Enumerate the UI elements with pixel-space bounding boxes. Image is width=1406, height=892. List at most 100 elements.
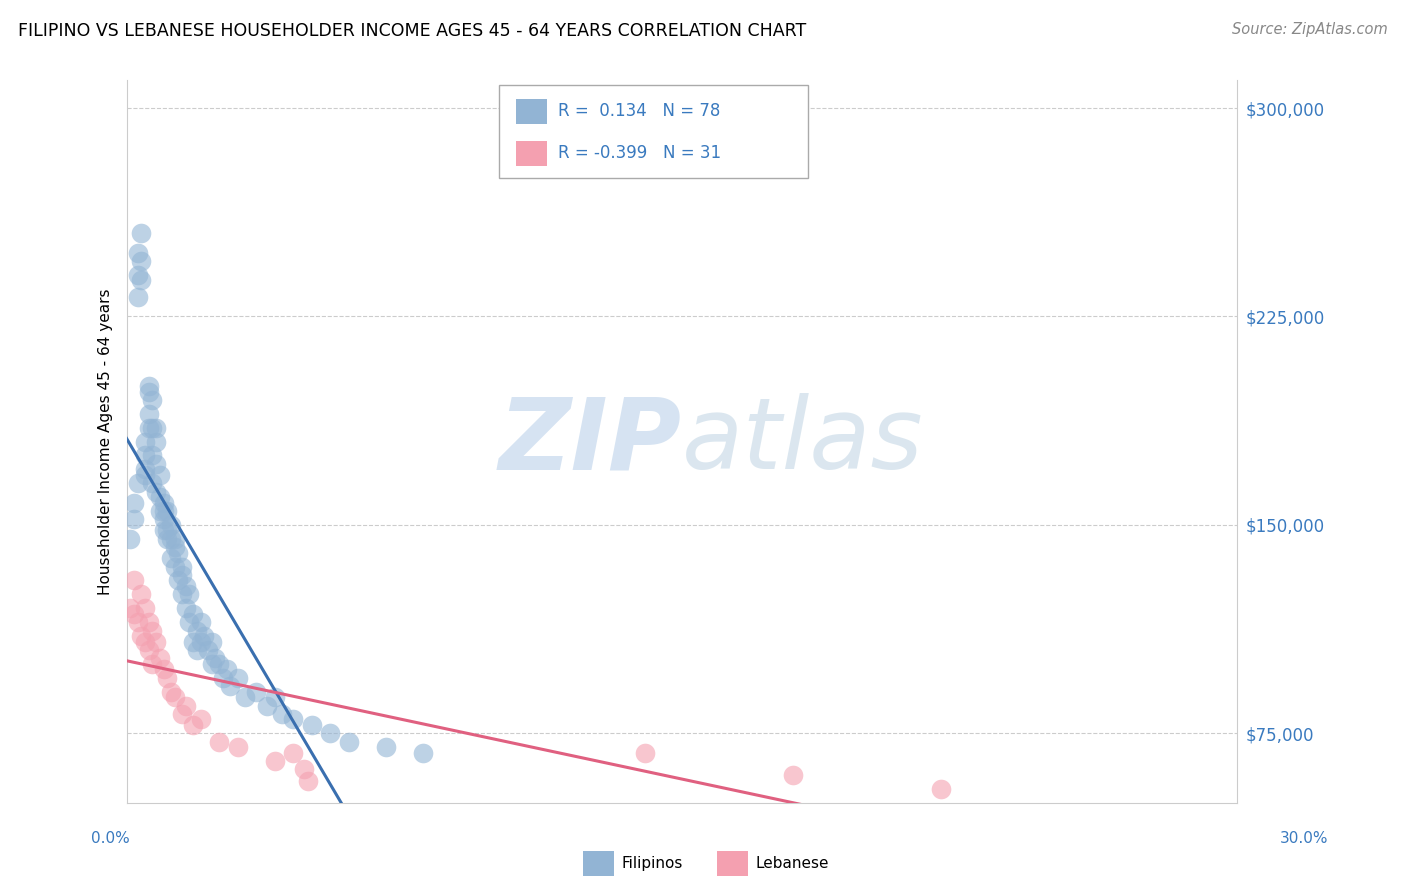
Point	[122, 512, 145, 526]
Point	[172, 587, 194, 601]
Point	[122, 574, 145, 588]
Point	[174, 579, 197, 593]
Point	[134, 601, 156, 615]
Point	[179, 587, 201, 601]
Point	[245, 684, 267, 698]
Text: atlas: atlas	[682, 393, 924, 490]
Point	[156, 671, 179, 685]
Point	[193, 629, 215, 643]
Point	[134, 434, 156, 449]
Text: R =  0.134   N = 78: R = 0.134 N = 78	[558, 103, 720, 120]
Point	[782, 768, 804, 782]
Point	[374, 740, 396, 755]
Point	[263, 690, 285, 705]
Point	[138, 384, 160, 399]
Point	[412, 746, 434, 760]
Point	[160, 517, 183, 532]
Point	[167, 574, 190, 588]
Point	[141, 476, 163, 491]
Text: R = -0.399   N = 31: R = -0.399 N = 31	[558, 145, 721, 162]
Point	[160, 551, 183, 566]
Point	[141, 449, 163, 463]
Text: Source: ZipAtlas.com: Source: ZipAtlas.com	[1232, 22, 1388, 37]
Text: 30.0%: 30.0%	[1281, 831, 1329, 846]
Point	[131, 273, 153, 287]
Point	[156, 532, 179, 546]
Point	[204, 651, 226, 665]
Point	[141, 657, 163, 671]
Point	[131, 629, 153, 643]
Point	[190, 634, 212, 648]
Point	[263, 754, 285, 768]
Point	[201, 657, 224, 671]
Point	[634, 746, 657, 760]
Point	[131, 253, 153, 268]
Point	[156, 524, 179, 538]
Point	[141, 624, 163, 638]
Point	[145, 634, 167, 648]
Point	[120, 532, 142, 546]
Point	[149, 504, 172, 518]
Point	[120, 601, 142, 615]
Point	[163, 559, 186, 574]
Point	[134, 462, 156, 476]
Point	[131, 587, 153, 601]
Point	[134, 634, 156, 648]
Point	[138, 420, 160, 434]
Point	[172, 706, 194, 721]
Point	[181, 634, 204, 648]
Point	[337, 734, 360, 748]
Point	[233, 690, 256, 705]
Point	[211, 671, 233, 685]
Point	[163, 690, 186, 705]
Point	[127, 245, 149, 260]
Point	[281, 746, 304, 760]
Point	[149, 490, 172, 504]
Point	[145, 420, 167, 434]
Point	[190, 615, 212, 630]
Point	[226, 740, 249, 755]
Point	[156, 504, 179, 518]
Point	[141, 420, 163, 434]
Point	[145, 434, 167, 449]
Point	[127, 290, 149, 304]
Point	[152, 524, 174, 538]
Point	[131, 226, 153, 240]
Point	[163, 532, 186, 546]
Point	[179, 615, 201, 630]
Point	[181, 718, 204, 732]
Point	[122, 496, 145, 510]
Point	[219, 679, 242, 693]
Point	[301, 718, 323, 732]
Point	[201, 634, 224, 648]
Point	[149, 467, 172, 482]
Point	[172, 559, 194, 574]
Text: FILIPINO VS LEBANESE HOUSEHOLDER INCOME AGES 45 - 64 YEARS CORRELATION CHART: FILIPINO VS LEBANESE HOUSEHOLDER INCOME …	[18, 22, 807, 40]
Point	[174, 601, 197, 615]
Point	[197, 643, 219, 657]
Point	[134, 449, 156, 463]
Point	[141, 392, 163, 407]
Point	[127, 615, 149, 630]
Point	[215, 662, 238, 676]
Point	[127, 476, 149, 491]
Point	[190, 713, 212, 727]
Point	[122, 607, 145, 621]
Point	[226, 671, 249, 685]
Point	[281, 713, 304, 727]
Point	[167, 546, 190, 560]
Point	[149, 651, 172, 665]
Point	[152, 512, 174, 526]
Point	[181, 607, 204, 621]
Point	[292, 763, 315, 777]
Point	[174, 698, 197, 713]
Point	[152, 504, 174, 518]
Text: Lebanese: Lebanese	[755, 856, 828, 871]
Point	[127, 268, 149, 282]
Point	[160, 684, 183, 698]
Point	[208, 734, 231, 748]
Point	[186, 643, 208, 657]
Point	[138, 643, 160, 657]
Point	[929, 781, 952, 796]
Point	[134, 467, 156, 482]
